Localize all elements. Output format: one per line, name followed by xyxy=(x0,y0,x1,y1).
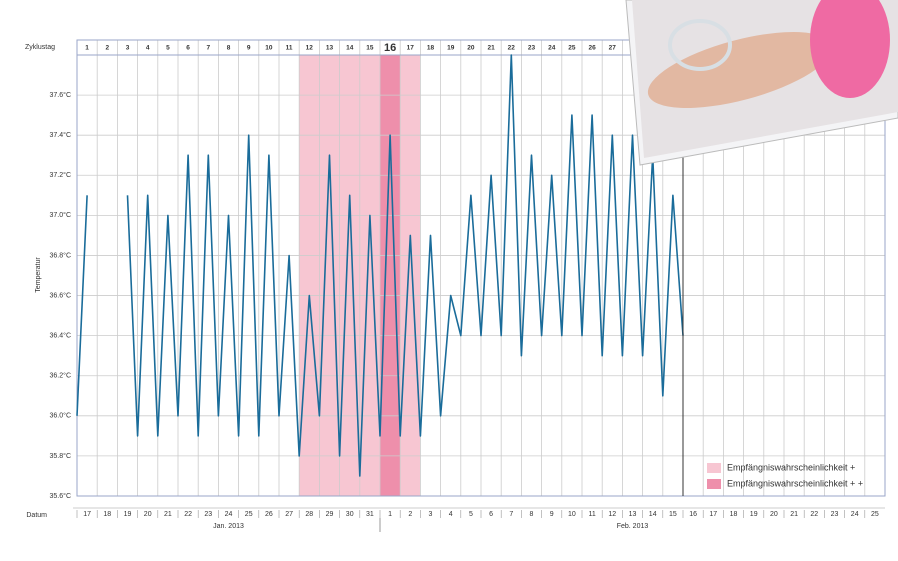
photo xyxy=(626,0,898,165)
date-label: 23 xyxy=(831,511,839,518)
cycle-day-label: 18 xyxy=(427,45,435,52)
y-tick-label: 37.4°C xyxy=(50,131,71,139)
date-label: 11 xyxy=(588,511,595,518)
chart: Zyklustag Datum Temperatur 35.6°C 35.8°C 3… xyxy=(0,0,898,556)
y-tick-label: 36.8°C xyxy=(50,251,71,259)
date-label: 4 xyxy=(449,511,453,518)
date-label: 18 xyxy=(730,511,738,518)
date-label: 19 xyxy=(750,511,758,518)
cycle-day-label: 24 xyxy=(548,45,556,52)
fertility-band xyxy=(380,55,400,496)
date-label: 2 xyxy=(408,511,412,518)
date-label: 12 xyxy=(608,511,616,518)
y-tick-label: 36.6°C xyxy=(50,291,71,299)
cycle-day-label: 10 xyxy=(265,45,273,52)
date-label: 1 xyxy=(388,511,392,518)
cycle-day-label: 1 xyxy=(85,45,89,52)
y-tick-label: 35.8°C xyxy=(50,452,71,460)
legend-label: Empfängniswahrscheinlichkeit + + xyxy=(727,478,863,488)
date-label: 7 xyxy=(509,511,513,518)
date-label: 25 xyxy=(245,511,253,518)
date-label: 16 xyxy=(689,511,697,518)
date-label: 28 xyxy=(305,511,313,518)
date-label: 5 xyxy=(469,511,473,518)
y-tick-label: 36.0°C xyxy=(50,412,71,420)
cycle-day-label: 3 xyxy=(126,45,130,52)
y-tick-label: 37.2°C xyxy=(50,171,71,179)
cycle-day-label: 17 xyxy=(407,45,415,52)
date-label: 10 xyxy=(568,511,576,518)
y-tick-label: 36.2°C xyxy=(50,372,71,380)
date-label: 3 xyxy=(429,511,433,518)
cycle-day-label: 12 xyxy=(306,45,314,52)
cycle-day-label: 19 xyxy=(447,45,455,52)
date-label: 31 xyxy=(366,511,374,518)
date-label: 13 xyxy=(629,511,637,518)
cycle-day-label: 6 xyxy=(186,45,190,52)
y-axis-label: Temperatur xyxy=(35,257,42,293)
cycle-day-label: 26 xyxy=(588,45,596,52)
cycle-day-label: 16 xyxy=(384,42,396,54)
y-tick-label: 37.6°C xyxy=(50,91,71,99)
date-label: 22 xyxy=(810,511,818,518)
date-label: 20 xyxy=(144,511,152,518)
date-label: 18 xyxy=(103,511,111,518)
cycle-day-label: 7 xyxy=(206,45,210,52)
date-label: 25 xyxy=(871,511,879,518)
cycle-day-label: 27 xyxy=(609,45,617,52)
date-label: 20 xyxy=(770,511,778,518)
cycle-day-label: 2 xyxy=(105,45,109,52)
date-label: 9 xyxy=(550,511,554,518)
date-label: 17 xyxy=(709,511,717,518)
legend-swatch xyxy=(707,463,721,473)
month-label: Feb. 2013 xyxy=(617,523,649,530)
y-tick-label: 35.6°C xyxy=(50,492,71,500)
date-label: 19 xyxy=(124,511,132,518)
cycle-day-label: 20 xyxy=(467,45,475,52)
y-tick-label: 36.4°C xyxy=(50,331,71,339)
date-label: 21 xyxy=(790,511,798,518)
cycle-day-label: 22 xyxy=(508,45,516,52)
cycle-day-label: 15 xyxy=(366,45,374,52)
cycle-day-label: 5 xyxy=(166,45,170,52)
cycle-axis-label: Zyklustag xyxy=(25,44,55,51)
date-label: 17 xyxy=(83,511,91,518)
date-label: 22 xyxy=(184,511,192,518)
date-label: 21 xyxy=(164,511,172,518)
date-label: 30 xyxy=(346,511,354,518)
legend-swatch xyxy=(707,479,721,489)
cycle-day-label: 11 xyxy=(286,45,293,52)
cycle-day-label: 9 xyxy=(247,45,251,52)
cycle-day-label: 21 xyxy=(487,45,495,52)
date-label: 6 xyxy=(489,511,493,518)
cycle-day-label: 4 xyxy=(146,45,150,52)
y-tick-label: 37.0°C xyxy=(50,211,71,219)
date-label: 8 xyxy=(530,511,534,518)
date-label: 24 xyxy=(851,511,859,518)
cycle-day-label: 14 xyxy=(346,45,354,52)
cycle-day-label: 23 xyxy=(528,45,536,52)
cycle-day-label: 8 xyxy=(227,45,231,52)
date-label: 29 xyxy=(326,511,334,518)
date-axis-label: Datum xyxy=(26,512,47,519)
date-label: 23 xyxy=(204,511,212,518)
date-label: 24 xyxy=(225,511,233,518)
cycle-day-label: 25 xyxy=(568,45,576,52)
cycle-day-label: 13 xyxy=(326,45,334,52)
date-label: 15 xyxy=(669,511,677,518)
month-label: Jan. 2013 xyxy=(213,523,244,530)
date-label: 26 xyxy=(265,511,273,518)
date-label: 27 xyxy=(285,511,293,518)
legend-label: Empfängniswahrscheinlichkeit + xyxy=(727,462,855,472)
date-label: 14 xyxy=(649,511,657,518)
